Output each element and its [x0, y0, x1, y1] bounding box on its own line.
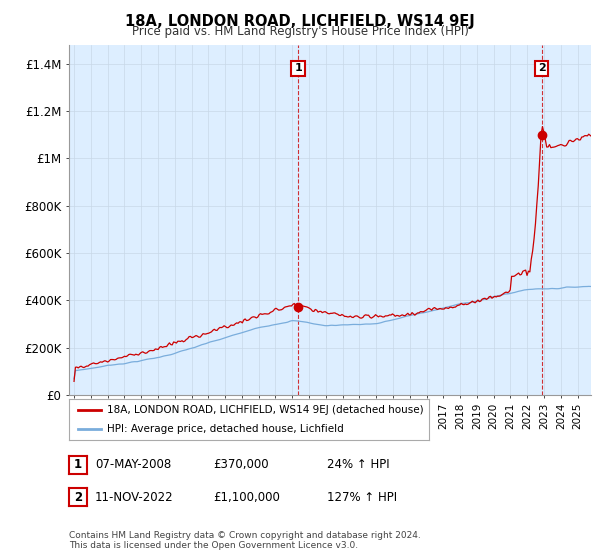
Text: 18A, LONDON ROAD, LICHFIELD, WS14 9EJ (detached house): 18A, LONDON ROAD, LICHFIELD, WS14 9EJ (d…	[107, 405, 424, 415]
Text: 11-NOV-2022: 11-NOV-2022	[95, 491, 173, 504]
Text: Price paid vs. HM Land Registry's House Price Index (HPI): Price paid vs. HM Land Registry's House …	[131, 25, 469, 38]
Text: 07-MAY-2008: 07-MAY-2008	[95, 458, 171, 472]
Text: 18A, LONDON ROAD, LICHFIELD, WS14 9EJ: 18A, LONDON ROAD, LICHFIELD, WS14 9EJ	[125, 14, 475, 29]
Text: HPI: Average price, detached house, Lichfield: HPI: Average price, detached house, Lich…	[107, 424, 344, 433]
Text: 1: 1	[74, 458, 82, 472]
Text: 1: 1	[294, 63, 302, 73]
Text: 24% ↑ HPI: 24% ↑ HPI	[327, 458, 389, 472]
Text: 127% ↑ HPI: 127% ↑ HPI	[327, 491, 397, 504]
Text: 2: 2	[74, 491, 82, 504]
Text: Contains HM Land Registry data © Crown copyright and database right 2024.
This d: Contains HM Land Registry data © Crown c…	[69, 531, 421, 550]
Text: £1,100,000: £1,100,000	[213, 491, 280, 504]
Text: 2: 2	[538, 63, 545, 73]
Text: £370,000: £370,000	[213, 458, 269, 472]
